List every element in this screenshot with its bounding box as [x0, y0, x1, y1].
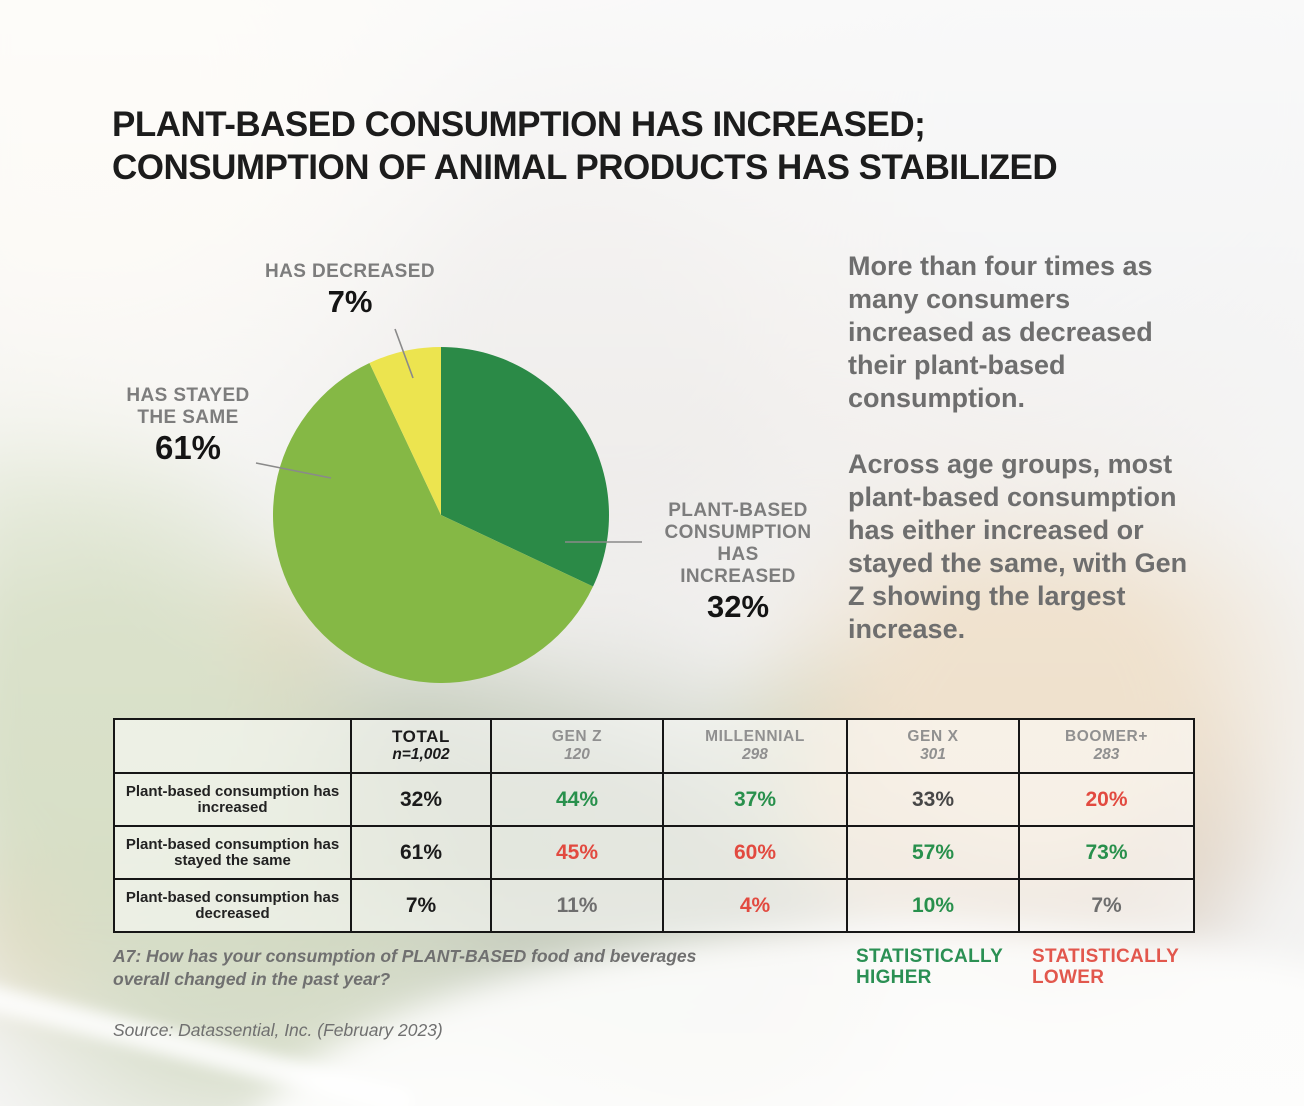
col-header-total-label: TOTAL	[391, 727, 451, 746]
col-header-boomer-label: BOOMER+	[1064, 728, 1148, 745]
value-cell: 57%	[846, 825, 1020, 880]
col-header-boomer-sub: 283	[1093, 746, 1120, 763]
value-cell: 44%	[490, 772, 664, 827]
col-header-millennial-sub: 298	[742, 746, 768, 763]
legend-lower-line-2: LOWER	[1032, 967, 1105, 988]
pie-chart	[273, 347, 609, 683]
value-cell: 60%	[662, 825, 848, 880]
source-attribution: Source: Datassential, Inc. (February 202…	[113, 1020, 443, 1040]
value-cell: 45%	[490, 825, 664, 880]
value-cell: 37%	[662, 772, 848, 827]
page-title-line-2: CONSUMPTION OF ANIMAL PRODUCTS HAS STABI…	[112, 147, 1058, 187]
value-cell: 7%	[350, 878, 492, 933]
page-title: PLANT-BASED CONSUMPTION HAS INCREASED; C…	[112, 104, 1214, 189]
value-cell: 11%	[490, 878, 664, 933]
pie-label-stayed-title-1: HAS STAYED	[126, 385, 250, 406]
pie-label-stayed: HAS STAYED THE SAME 61%	[103, 385, 273, 465]
table-row-decreased: Plant-based consumption has decreased 7%…	[113, 878, 1195, 933]
table-row-stayed: Plant-based consumption has stayed the s…	[113, 825, 1195, 880]
value-cell: 32%	[350, 772, 492, 827]
table-row-increased: Plant-based consumption has increased 32…	[113, 772, 1195, 827]
pie-label-increased-line-4: INCREASED	[680, 566, 796, 587]
pie-label-increased-line-3: HAS	[717, 544, 759, 565]
pie-label-decreased: HAS DECREASED 7%	[235, 261, 465, 319]
commentary-text: More than four times as many consumers i…	[848, 250, 1200, 646]
survey-question-footnote: A7: How has your consumption of PLANT-BA…	[113, 946, 697, 989]
pie-label-increased-line-1: PLANT-BASED	[668, 500, 808, 521]
col-header-boomer: BOOMER+ 283	[1018, 718, 1195, 774]
value-cell: 10%	[846, 878, 1020, 933]
col-header-genz-label: GEN Z	[551, 728, 603, 745]
legend-statistically-lower: STATISTICALLY LOWER	[1032, 946, 1179, 988]
pie-label-stayed-value: 61%	[154, 429, 222, 466]
row-label-cell: Plant-based consumption has stayed the s…	[113, 825, 352, 880]
corner-cell	[113, 718, 352, 774]
legend-lower-line-1: STATISTICALLY	[1032, 946, 1180, 967]
col-header-millennial-label: MILLENNIAL	[705, 728, 805, 745]
col-header-genx-sub: 301	[920, 746, 946, 763]
legend-higher-line-2: HIGHER	[856, 967, 932, 988]
row-label-cell: Plant-based consumption has decreased	[113, 878, 352, 933]
pie-slice-decreased	[369, 347, 441, 515]
pie-slice-increased	[441, 347, 609, 587]
commentary-paragraph-1: More than four times as many consumers i…	[848, 251, 1153, 413]
pie-label-increased: PLANT-BASED CONSUMPTION HAS INCREASED 32…	[648, 500, 828, 624]
legend-statistically-higher: STATISTICALLY HIGHER	[856, 946, 1003, 988]
value-cell: 73%	[1018, 825, 1195, 880]
age-group-table: TOTAL n=1,002 GEN Z 120 MILLENNIAL 298 G…	[113, 718, 1195, 933]
col-header-genz-sub: 120	[564, 746, 590, 763]
page-title-line-1: PLANT-BASED CONSUMPTION HAS INCREASED;	[112, 105, 926, 144]
pie-slice-stayed	[273, 362, 594, 683]
pie-label-increased-value: 32%	[706, 589, 770, 624]
col-header-millennial: MILLENNIAL 298	[662, 718, 848, 774]
value-cell: 20%	[1018, 772, 1195, 827]
commentary-paragraph-2: Across age groups, most plant-based cons…	[848, 449, 1188, 644]
col-header-genx: GEN X 301	[846, 718, 1020, 774]
value-cell: 33%	[846, 772, 1020, 827]
pie-label-decreased-value: 7%	[327, 284, 373, 319]
table-header-row: TOTAL n=1,002 GEN Z 120 MILLENNIAL 298 G…	[113, 718, 1195, 774]
row-label-cell: Plant-based consumption has increased	[113, 772, 352, 827]
col-header-total-sub: n=1,002	[392, 746, 450, 763]
pie-label-decreased-title: HAS DECREASED	[265, 261, 435, 282]
legend-higher-line-1: STATISTICALLY	[856, 946, 1004, 967]
value-cell: 7%	[1018, 878, 1195, 933]
col-header-genz: GEN Z 120	[490, 718, 664, 774]
value-cell: 61%	[350, 825, 492, 880]
value-cell: 4%	[662, 878, 848, 933]
col-header-genx-label: GEN X	[907, 728, 959, 745]
pie-label-stayed-title-2: THE SAME	[137, 407, 239, 428]
pie-label-increased-line-2: CONSUMPTION	[664, 522, 812, 543]
col-header-total: TOTAL n=1,002	[350, 718, 492, 774]
